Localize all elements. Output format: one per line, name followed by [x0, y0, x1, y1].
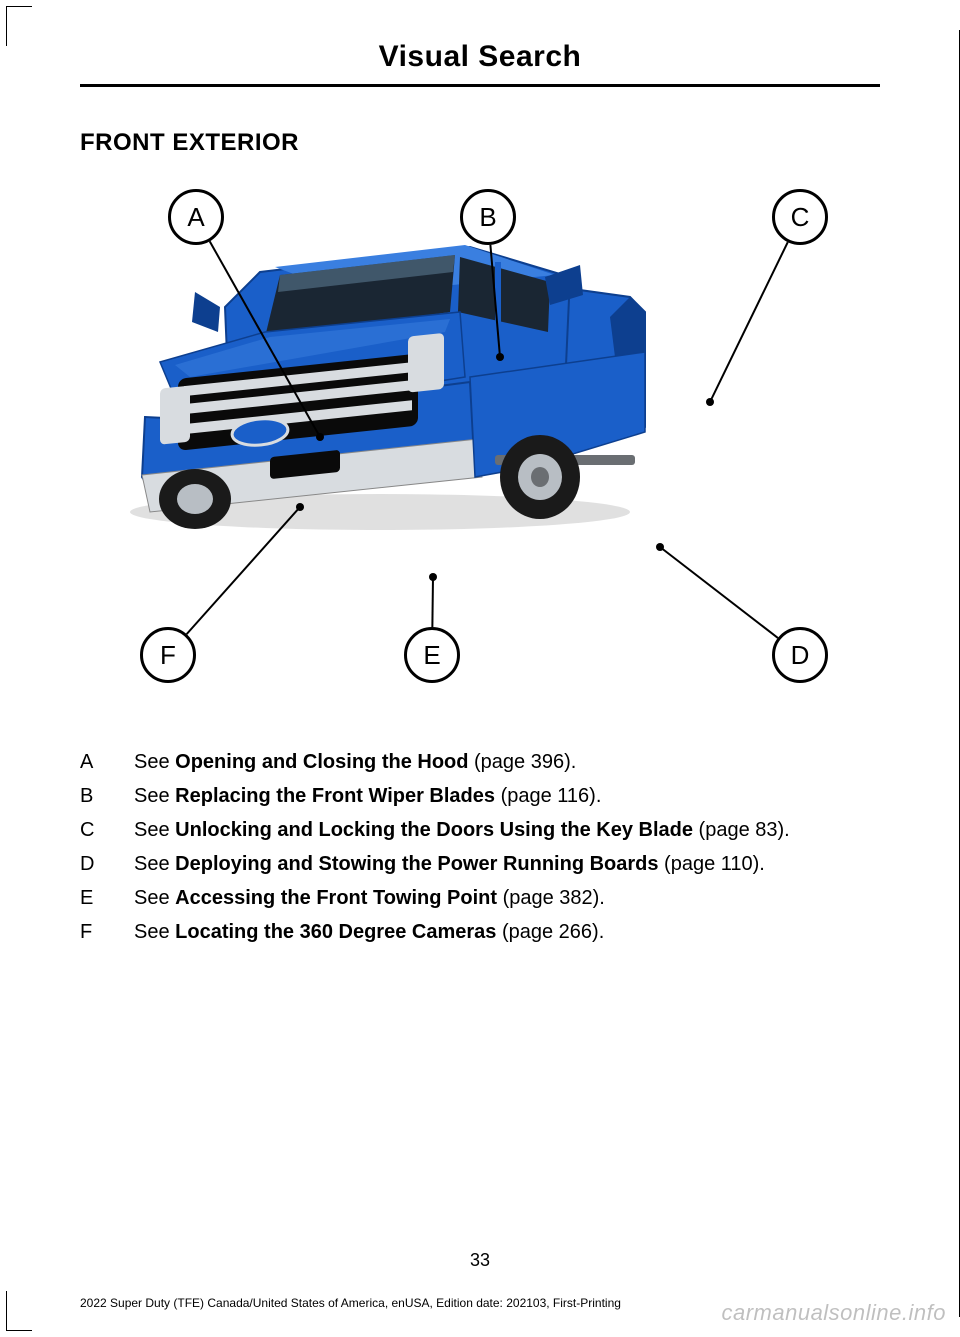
callout-b-letter: B: [479, 202, 496, 233]
list-item-b: B See Replacing the Front Wiper Blades (…: [80, 779, 880, 813]
callout-c-letter: C: [791, 202, 810, 233]
list-item-f: F See Locating the 360 Degree Cameras (p…: [80, 915, 880, 949]
topic: Deploying and Stowing the Power Running …: [175, 853, 658, 875]
list-item-e: E See Accessing the Front Towing Point (…: [80, 881, 880, 915]
see: See: [134, 751, 175, 773]
page-ref: (page 396).: [468, 751, 576, 773]
header-rule: [80, 84, 880, 87]
topic: Replacing the Front Wiper Blades: [175, 785, 495, 807]
list-text-d: See Deploying and Stowing the Power Runn…: [134, 847, 765, 881]
page-ref: (page 116).: [495, 785, 601, 807]
callout-e-letter: E: [423, 640, 440, 671]
list-item-d: D See Deploying and Stowing the Power Ru…: [80, 847, 880, 881]
list-item-a: A See Opening and Closing the Hood (page…: [80, 745, 880, 779]
page-content: Visual Search FRONT EXTERIOR: [80, 40, 880, 949]
callout-b: B: [460, 189, 516, 245]
see: See: [134, 853, 175, 875]
section-title: FRONT EXTERIOR: [80, 129, 880, 157]
leader-lines: [100, 177, 860, 717]
list-text-b: See Replacing the Front Wiper Blades (pa…: [134, 779, 601, 813]
list-text-a: See Opening and Closing the Hood (page 3…: [134, 745, 576, 779]
footer-text: 2022 Super Duty (TFE) Canada/United Stat…: [80, 1296, 621, 1310]
topic: Accessing the Front Towing Point: [175, 887, 497, 909]
list-item-c: C See Unlocking and Locking the Doors Us…: [80, 813, 880, 847]
callout-e: E: [404, 627, 460, 683]
callout-list: A See Opening and Closing the Hood (page…: [80, 745, 880, 949]
page-number: 33: [470, 1250, 490, 1271]
see: See: [134, 887, 175, 909]
callout-f: F: [140, 627, 196, 683]
list-label-b: B: [80, 779, 134, 813]
list-label-d: D: [80, 847, 134, 881]
page-ref: (page 382).: [497, 887, 605, 909]
list-text-c: See Unlocking and Locking the Doors Usin…: [134, 813, 790, 847]
see: See: [134, 819, 175, 841]
list-text-f: See Locating the 360 Degree Cameras (pag…: [134, 915, 604, 949]
see: See: [134, 921, 175, 943]
callout-c: C: [772, 189, 828, 245]
callout-d-letter: D: [791, 640, 810, 671]
topic: Opening and Closing the Hood: [175, 751, 468, 773]
callout-a: A: [168, 189, 224, 245]
page-ref: (page 266).: [496, 921, 604, 943]
list-label-e: E: [80, 881, 134, 915]
topic: Locating the 360 Degree Cameras: [175, 921, 496, 943]
callout-a-letter: A: [187, 202, 204, 233]
crop-mark-top-left: [6, 6, 32, 46]
list-text-e: See Accessing the Front Towing Point (pa…: [134, 881, 605, 915]
watermark: carmanualsonline.info: [721, 1300, 946, 1326]
topic: Unlocking and Locking the Doors Using th…: [175, 819, 693, 841]
see: See: [134, 785, 175, 807]
list-label-c: C: [80, 813, 134, 847]
page-ref: (page 110).: [659, 853, 765, 875]
callout-f-letter: F: [160, 640, 176, 671]
list-label-f: F: [80, 915, 134, 949]
callout-d: D: [772, 627, 828, 683]
page-title: Visual Search: [80, 40, 880, 84]
front-exterior-diagram: A B C D E F: [100, 177, 860, 717]
list-label-a: A: [80, 745, 134, 779]
crop-mark-bottom-left: [6, 1291, 32, 1331]
page-ref: (page 83).: [693, 819, 790, 841]
